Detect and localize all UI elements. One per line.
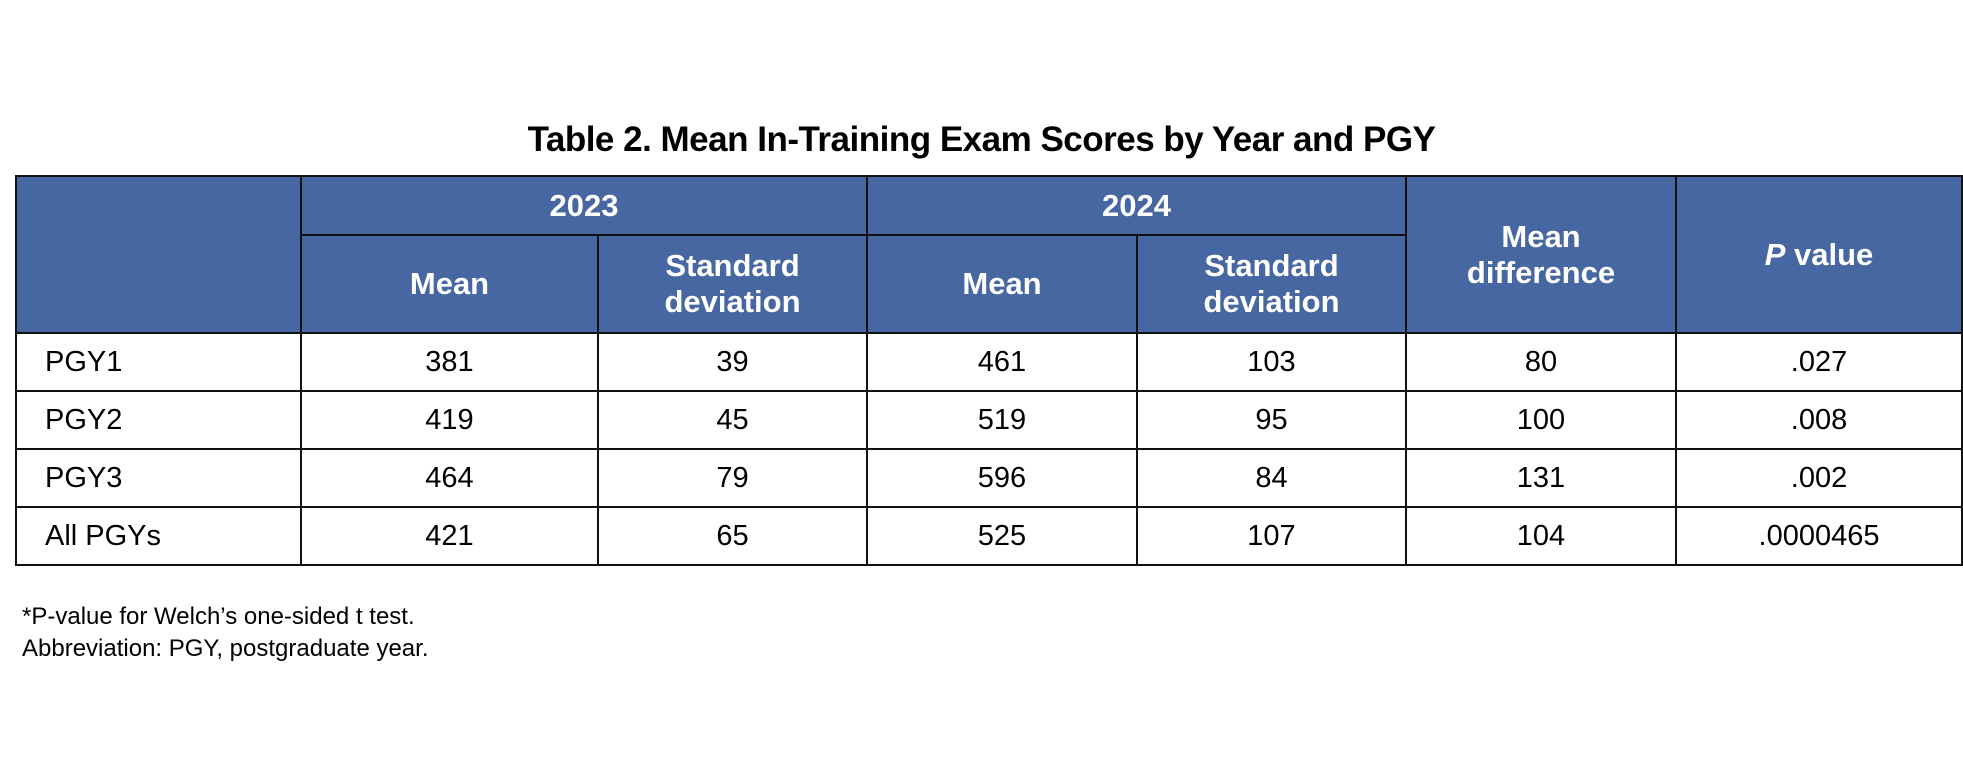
table-cell: 80	[1405, 332, 1677, 392]
scores-table: 2023 2024 Mean difference P value Mean S…	[15, 175, 1963, 566]
row-label: PGY3	[15, 448, 302, 508]
table-cell: 461	[866, 332, 1138, 392]
table-cell: 79	[597, 448, 868, 508]
footnote-abbreviation: Abbreviation: PGY, postgraduate year.	[22, 635, 429, 662]
header-p-italic: P	[1764, 236, 1786, 272]
table-cell: 131	[1405, 448, 1677, 508]
header-2023-sd-label: Standard deviation	[664, 248, 801, 319]
table-cell: 45	[597, 390, 868, 450]
table-row: PGY3 464 79 596 84 131.002	[15, 448, 1963, 508]
table-cell: 103	[1136, 332, 1407, 392]
table-cell: 381	[300, 332, 599, 392]
table-cell: 65	[597, 506, 868, 566]
table-row: PGY2 419 45 519 95 100.008	[15, 390, 1963, 450]
header-empty	[15, 175, 302, 334]
header-p-rest: value	[1785, 236, 1874, 272]
table-cell: 95	[1136, 390, 1407, 450]
header-2023-mean: Mean	[300, 234, 599, 334]
table-cell: 104	[1405, 506, 1677, 566]
table-row: PGY1 381 39 461 103 80.027	[15, 332, 1963, 392]
row-label: PGY2	[15, 390, 302, 450]
table-cell: .0000465	[1675, 506, 1963, 566]
header-mean-difference: Mean difference	[1405, 175, 1677, 334]
table-cell: 100	[1405, 390, 1677, 450]
row-label: PGY1	[15, 332, 302, 392]
header-2024-sd: Standard deviation	[1136, 234, 1407, 334]
table-cell: .002	[1675, 448, 1963, 508]
table-cell: 464	[300, 448, 599, 508]
header-mean-difference-label: Mean difference	[1466, 218, 1616, 290]
table-title: Table 2. Mean In-Training Exam Scores by…	[527, 120, 1436, 159]
table-cell: 596	[866, 448, 1138, 508]
table-cell: 84	[1136, 448, 1407, 508]
table-cell: .027	[1675, 332, 1963, 392]
table-cell: .008	[1675, 390, 1963, 450]
header-year-2023: 2023	[300, 175, 868, 236]
table-cell: 419	[300, 390, 599, 450]
header-2024-sd-label: Standard deviation	[1203, 248, 1340, 319]
footnote-pvalue: *P-value for Welch’s one-sided t test.	[22, 603, 415, 630]
table-cell: 39	[597, 332, 868, 392]
table-cell: 421	[300, 506, 599, 566]
row-label: All PGYs	[15, 506, 302, 566]
table-cell: 525	[866, 506, 1138, 566]
table-cell: 107	[1136, 506, 1407, 566]
table-cell: 519	[866, 390, 1138, 450]
header-p-value: P value	[1675, 175, 1963, 334]
header-year-2024: 2024	[866, 175, 1407, 236]
header-2023-sd: Standard deviation	[597, 234, 868, 334]
header-2024-mean: Mean	[866, 234, 1138, 334]
table-row: All PGYs 421 65 525 107 104.0000465	[15, 506, 1963, 566]
